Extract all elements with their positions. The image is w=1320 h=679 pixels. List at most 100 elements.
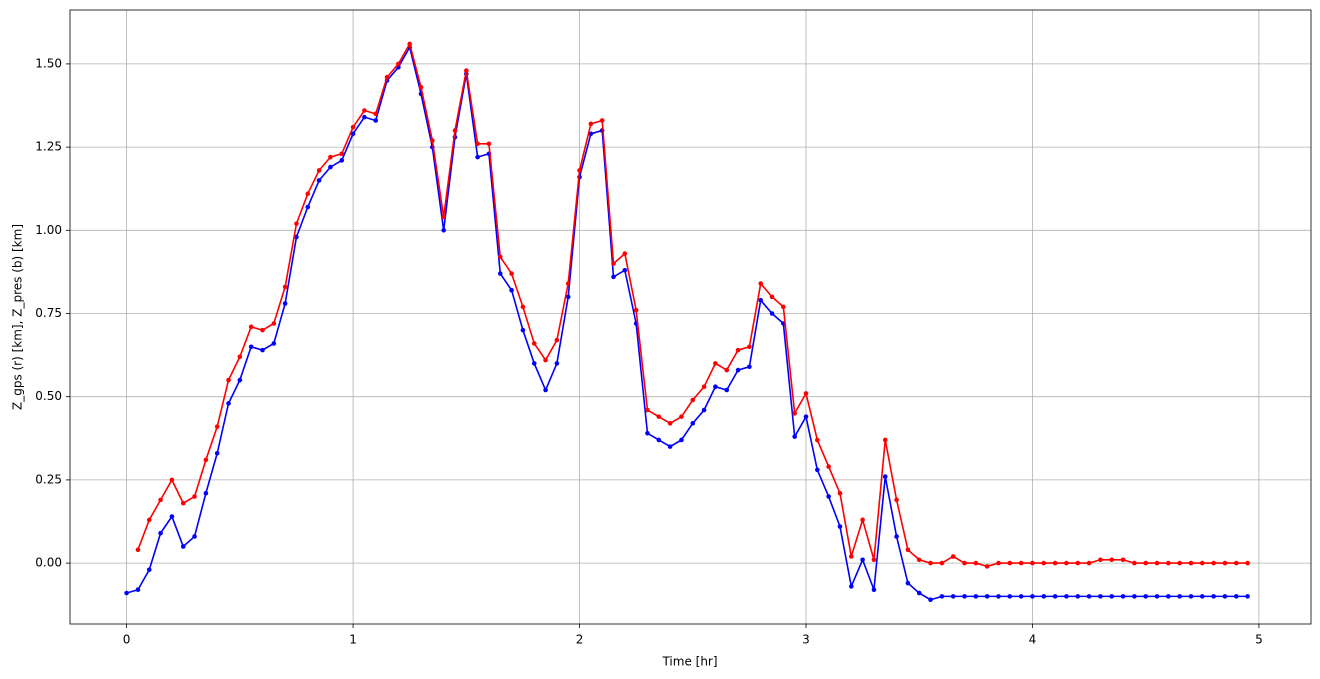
- data-point: [645, 407, 650, 413]
- data-point: [1222, 560, 1228, 566]
- data-point: [1154, 594, 1160, 599]
- data-point: [384, 74, 390, 80]
- data-point: [1132, 594, 1137, 599]
- data-point: [837, 490, 843, 496]
- data-point: [939, 560, 945, 566]
- data-point: [848, 554, 854, 559]
- y-axis-label: Z_gps (r) [km], Z_pres (b) [km]: [11, 224, 25, 410]
- data-point: [1007, 594, 1013, 599]
- data-point: [882, 474, 888, 479]
- data-point: [928, 560, 933, 566]
- data-point: [339, 151, 345, 157]
- data-point: [316, 178, 322, 183]
- data-point: [407, 41, 412, 47]
- data-point: [599, 118, 605, 123]
- data-point: [724, 367, 730, 373]
- data-point: [192, 494, 197, 499]
- data-point: [1143, 560, 1148, 566]
- data-point: [316, 168, 322, 173]
- data-point: [475, 141, 480, 147]
- data-point: [441, 228, 446, 233]
- data-point: [565, 281, 571, 286]
- data-point: [1041, 594, 1047, 599]
- data-point: [781, 304, 786, 310]
- x-tick-label: 2: [576, 633, 584, 647]
- data-point: [1177, 594, 1182, 599]
- data-point: [735, 347, 741, 353]
- data-point: [248, 344, 254, 350]
- data-point: [554, 361, 560, 366]
- data-point: [271, 321, 277, 326]
- data-point: [939, 594, 945, 599]
- data-point: [588, 131, 594, 137]
- x-axis-label: Time [hr]: [661, 655, 717, 669]
- y-tick-label: 1.25: [35, 140, 62, 154]
- data-point: [803, 391, 809, 396]
- data-point: [1007, 560, 1013, 566]
- series-line: [126, 45, 1248, 601]
- data-point: [497, 254, 503, 260]
- data-point: [713, 384, 718, 390]
- data-point: [1086, 594, 1092, 599]
- data-point: [180, 544, 186, 549]
- data-point: [860, 557, 865, 563]
- data-point: [373, 111, 379, 117]
- data-point: [973, 594, 979, 599]
- data-point: [1030, 594, 1035, 599]
- data-point: [362, 108, 367, 113]
- data-point: [1188, 594, 1194, 599]
- data-point: [271, 341, 277, 346]
- data-point: [679, 437, 684, 443]
- data-point: [509, 287, 514, 293]
- data-point: [633, 307, 639, 313]
- data-point: [350, 124, 356, 130]
- data-point: [1041, 560, 1047, 566]
- data-point: [328, 154, 333, 160]
- data-point: [1109, 557, 1115, 563]
- x-tick-label: 3: [802, 633, 810, 647]
- data-point: [1233, 594, 1239, 599]
- data-point: [441, 214, 446, 220]
- data-point: [656, 414, 662, 419]
- data-point: [1166, 594, 1171, 599]
- data-point: [962, 560, 967, 566]
- x-tick-label: 5: [1255, 633, 1263, 647]
- data-point: [1199, 594, 1205, 599]
- data-point: [554, 337, 560, 343]
- data-point: [192, 534, 197, 539]
- data-point: [1132, 560, 1137, 566]
- data-point: [260, 327, 265, 333]
- data-point: [758, 281, 764, 286]
- data-point: [1064, 560, 1069, 566]
- data-point: [214, 450, 220, 456]
- x-tick-label: 0: [123, 633, 131, 647]
- data-point: [803, 414, 809, 419]
- data-point: [169, 477, 175, 483]
- data-point: [860, 517, 865, 523]
- data-point: [882, 437, 888, 443]
- data-point: [667, 421, 673, 426]
- data-point: [1075, 594, 1081, 599]
- data-point: [452, 128, 458, 133]
- data-point: [396, 61, 401, 67]
- data-point: [826, 494, 831, 499]
- data-point: [1075, 560, 1081, 566]
- data-point: [531, 361, 537, 366]
- data-point: [158, 530, 163, 536]
- y-tick-label: 0.75: [35, 306, 62, 320]
- data-point: [305, 204, 311, 210]
- data-point: [747, 364, 752, 370]
- y-tick-label: 1.00: [35, 223, 62, 237]
- data-point: [713, 361, 718, 366]
- data-point: [1098, 557, 1103, 563]
- data-point: [146, 517, 152, 523]
- data-point: [520, 304, 526, 310]
- y-tick-label: 0.00: [35, 556, 62, 570]
- data-point: [792, 434, 797, 439]
- data-point: [905, 547, 911, 553]
- data-point: [464, 68, 469, 73]
- data-point: [214, 424, 220, 429]
- data-point: [294, 234, 299, 240]
- data-point: [543, 357, 548, 363]
